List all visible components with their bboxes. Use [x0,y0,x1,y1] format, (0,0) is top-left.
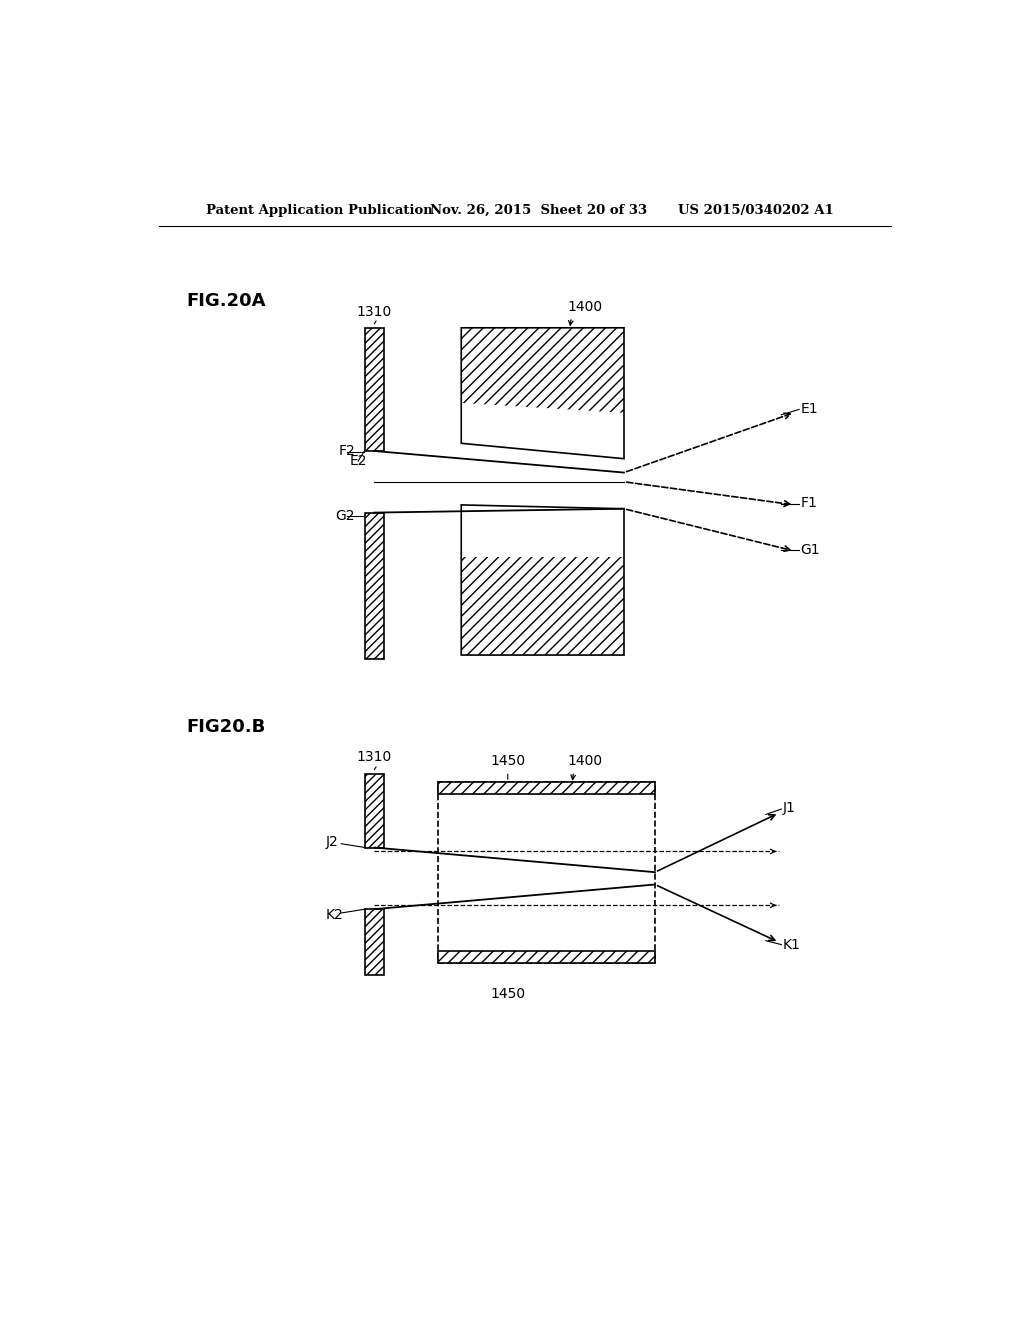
Text: US 2015/0340202 A1: US 2015/0340202 A1 [678,205,834,218]
Text: F1: F1 [801,496,817,511]
Text: 1450: 1450 [490,987,525,1001]
Polygon shape [461,327,624,459]
Text: FIG20.B: FIG20.B [186,718,265,735]
Text: G1: G1 [801,543,820,557]
Bar [438,781,655,795]
Text: 1310: 1310 [356,305,392,319]
Bar [438,950,655,964]
Bar [366,775,384,847]
Bar [366,327,384,451]
Text: E1: E1 [801,401,818,416]
Text: E2: E2 [349,454,368,469]
Bar [438,781,655,964]
Bar [366,909,384,974]
Bar [366,512,384,659]
Text: J1: J1 [783,800,796,814]
Text: G2: G2 [336,510,355,524]
Polygon shape [461,506,624,655]
Text: 1400: 1400 [567,754,603,767]
Text: 1400: 1400 [567,300,603,314]
Text: K2: K2 [326,908,343,921]
Text: FIG.20A: FIG.20A [186,292,265,310]
Text: K1: K1 [783,939,801,952]
Text: Nov. 26, 2015  Sheet 20 of 33: Nov. 26, 2015 Sheet 20 of 33 [430,205,647,218]
Text: Patent Application Publication: Patent Application Publication [206,205,432,218]
Text: F2: F2 [339,444,355,458]
Text: 1310: 1310 [356,751,392,764]
Text: 1450: 1450 [490,754,525,767]
Text: J2: J2 [326,836,338,849]
